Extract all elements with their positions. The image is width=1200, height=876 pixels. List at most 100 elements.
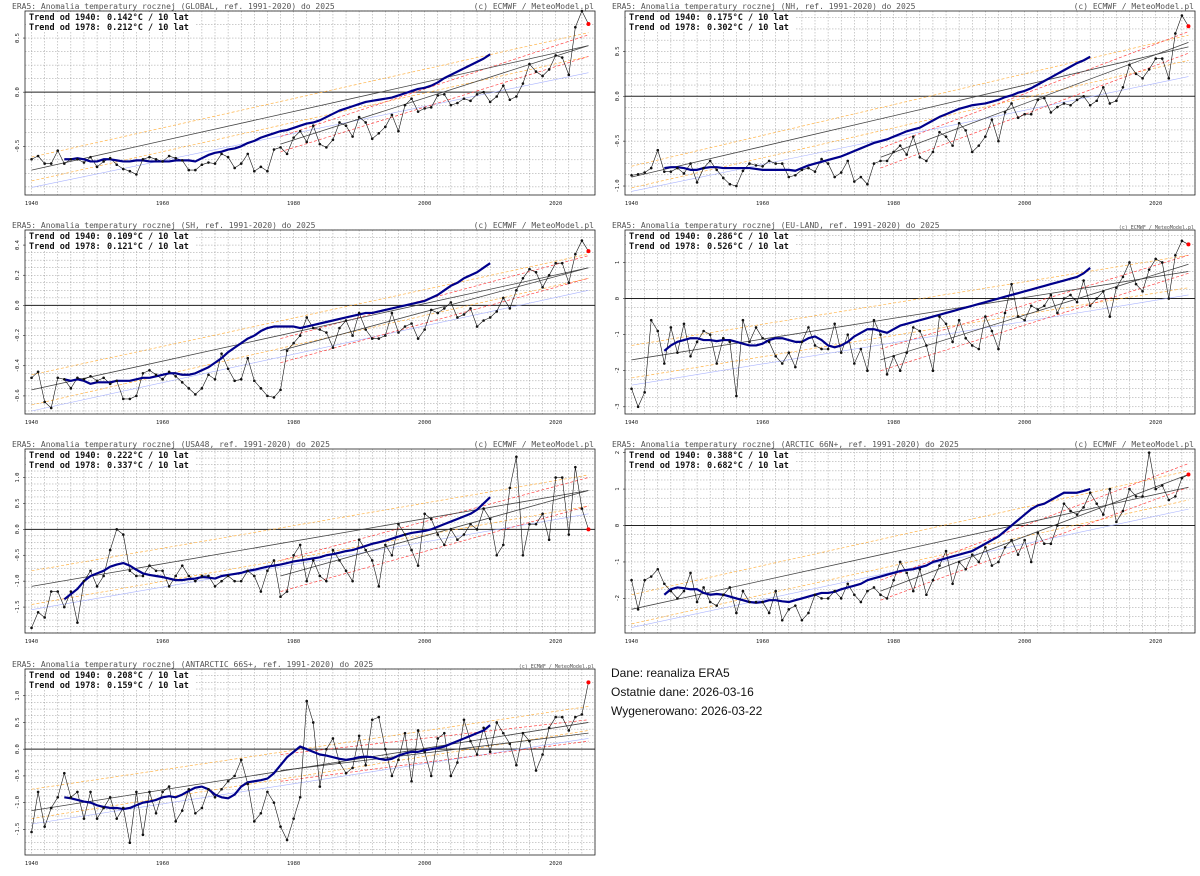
data-point [918, 567, 922, 571]
data-point [154, 812, 158, 815]
data-point [495, 95, 499, 98]
data-point [905, 351, 909, 354]
y-tick-label: -0.5 [15, 549, 21, 562]
data-point [305, 579, 309, 583]
trend-legend: Trend od 1940: 0.388°C / 10 lat Trend od 1… [626, 450, 796, 471]
data-point [30, 626, 33, 630]
data-point [853, 362, 856, 365]
data-point [813, 593, 817, 597]
data-point [866, 589, 869, 593]
data-point [1088, 304, 1092, 308]
data-point [36, 154, 40, 158]
data-point [76, 376, 79, 380]
data-point [429, 308, 433, 312]
data-point [495, 310, 499, 313]
data-point [36, 370, 40, 374]
data-point [298, 543, 302, 547]
data-point [521, 82, 525, 85]
data-point [36, 790, 40, 794]
data-point [794, 173, 797, 177]
data-point [1023, 112, 1026, 116]
data-point [351, 579, 354, 583]
data-point [180, 809, 184, 812]
data-point [689, 162, 692, 165]
trend-1940-label: Trend od 1940: [29, 232, 101, 242]
data-point [767, 611, 771, 615]
x-tick-label: 1960 [156, 639, 169, 645]
data-point [397, 129, 400, 133]
data-point [708, 159, 712, 163]
data-point [567, 729, 571, 732]
data-point [89, 790, 92, 794]
y-tick-label: -3 [615, 403, 621, 410]
data-point [377, 715, 381, 719]
data-point [1134, 72, 1138, 76]
data-point [1003, 311, 1007, 315]
data-point [741, 318, 745, 322]
data-point [410, 322, 413, 325]
data-point [180, 159, 184, 162]
data-point [115, 163, 119, 166]
data-point [846, 582, 850, 586]
data-point [859, 347, 863, 351]
band-outer-line [31, 474, 589, 572]
data-point [456, 101, 459, 105]
band-outer-line [31, 505, 589, 605]
data-point [567, 73, 571, 77]
data-point [495, 553, 499, 557]
trend-line-1978 [880, 42, 1189, 158]
data-point [957, 318, 961, 322]
trend-legend: Trend od 1940: 0.286°C / 10 lat Trend od 1… [626, 231, 796, 252]
data-point [728, 586, 732, 589]
chart-svg: -1.0 -0.5 0.0 0.5 1940 1960 1980 2000 2020 Trend … [615, 10, 1196, 207]
data-point [285, 152, 289, 156]
chart-title: ERA5: Anomalia temperatury rocznej (EU-L… [612, 221, 940, 230]
data-point [246, 356, 250, 360]
x-tick-label: 2000 [1018, 639, 1031, 645]
data-point [879, 593, 882, 597]
data-point [951, 582, 954, 586]
trend-1978-value: 0.159°C / 10 lat [107, 681, 189, 691]
data-point [115, 528, 119, 531]
data-point [1128, 487, 1131, 491]
data-point [449, 528, 453, 531]
data-point [872, 586, 876, 589]
data-point [1088, 491, 1092, 495]
trend-line-1940 [631, 271, 1189, 361]
last-data-point [1186, 472, 1191, 477]
plot-frame [624, 448, 1196, 634]
data-point [580, 239, 584, 242]
chart-panel-arctic: ERA5: Anomalia temperatury rocznej (ARCT… [610, 438, 1200, 654]
data-point [239, 162, 243, 165]
data-point [49, 806, 53, 810]
trend-1940-label: Trend od 1940: [29, 671, 101, 681]
band-inner-line [280, 277, 589, 364]
info-block: Dane: reanaliza ERA5 Ostatnie dane: 2026… [611, 664, 762, 721]
data-point [1082, 94, 1085, 98]
data-point [689, 571, 692, 575]
data-point [541, 74, 544, 78]
y-tick-label: -2 [615, 595, 621, 602]
data-point [325, 579, 328, 583]
data-point [1010, 282, 1013, 286]
annual-series-line [631, 452, 1189, 622]
data-point [689, 354, 692, 358]
trend-line-1940 [31, 490, 589, 587]
chart-grid [625, 449, 1196, 633]
data-point [1180, 476, 1184, 480]
data-point [1062, 297, 1066, 300]
x-tick-label: 1940 [625, 420, 638, 426]
data-point [410, 548, 413, 552]
data-point [1036, 98, 1040, 102]
data-point [311, 326, 315, 330]
data-point [1121, 275, 1125, 279]
data-point [754, 326, 758, 329]
data-point [95, 585, 99, 588]
data-point [167, 785, 171, 788]
data-point [649, 318, 653, 322]
data-point [148, 368, 151, 372]
data-point [938, 315, 941, 318]
smoothed-series-line [64, 724, 491, 811]
data-point [1056, 105, 1059, 109]
data-point [108, 795, 112, 799]
